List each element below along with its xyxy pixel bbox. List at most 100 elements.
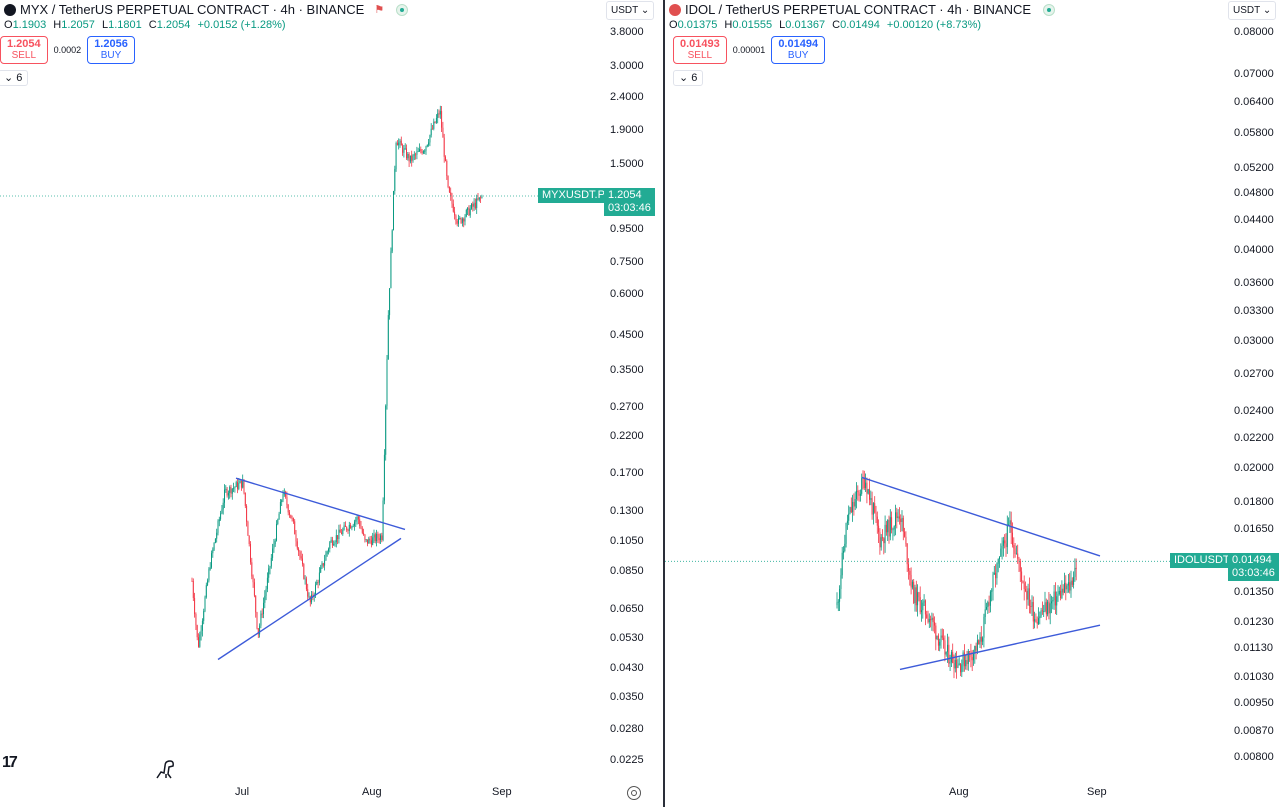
price-tick-label: 0.01650 xyxy=(1234,523,1274,536)
candle-body xyxy=(974,645,976,653)
tradingview-logo[interactable]: 17 xyxy=(2,754,18,771)
time-tick-label: Sep xyxy=(1087,786,1107,798)
currency-select[interactable]: USDT ⌄ xyxy=(1228,1,1277,20)
candle-body xyxy=(1023,583,1025,590)
candle-body xyxy=(195,614,197,626)
candle-body xyxy=(1060,590,1062,599)
candle-body xyxy=(246,505,248,522)
candle-body xyxy=(209,567,211,570)
candle-body xyxy=(383,454,385,501)
candle-body xyxy=(966,660,968,665)
candle-body xyxy=(285,491,287,497)
candle-body xyxy=(264,595,266,603)
candle-body xyxy=(290,514,292,519)
candle-body xyxy=(1047,601,1049,615)
candle-body xyxy=(1053,591,1055,601)
candle-body xyxy=(221,509,223,514)
indicators-toggle[interactable]: ⌄ 6 xyxy=(0,70,29,86)
candle-body xyxy=(217,521,219,533)
candle-body xyxy=(1035,619,1037,623)
candle-body xyxy=(1062,588,1064,593)
trade-buttons: 1.2054 SELL 0.0002 1.2056 BUY xyxy=(0,36,135,64)
candle-body xyxy=(978,640,980,645)
candle-body xyxy=(856,490,857,500)
candle-body xyxy=(276,523,277,541)
candle-body xyxy=(941,635,943,638)
candle-body xyxy=(374,534,376,542)
candle-body xyxy=(892,529,894,531)
candle-body xyxy=(949,662,951,664)
candle-body xyxy=(251,562,253,577)
buy-button[interactable]: 1.2056 BUY xyxy=(87,36,135,64)
candle-body xyxy=(357,516,359,520)
candle-body xyxy=(1028,588,1030,606)
candle-body xyxy=(872,503,874,515)
candle-body xyxy=(309,596,311,603)
price-tick-label: 0.02200 xyxy=(1234,432,1274,445)
candle-body xyxy=(850,507,852,513)
candle-body xyxy=(866,482,868,494)
candle-body xyxy=(287,504,289,513)
candle-body xyxy=(870,498,872,500)
myx-chart-canvas[interactable] xyxy=(0,0,663,807)
last-price-tag: 0.01494 03:03:46 xyxy=(1228,553,1279,582)
candle-body xyxy=(1015,553,1017,555)
candle-body xyxy=(927,618,929,623)
candle-body xyxy=(421,151,423,154)
candle-body xyxy=(304,578,306,580)
candle-body xyxy=(430,128,432,136)
market-status-icon[interactable] xyxy=(396,3,409,16)
candle-body xyxy=(207,580,209,586)
candle-body xyxy=(413,154,415,156)
settings-gear-icon[interactable] xyxy=(627,786,641,800)
price-tick-label: 0.4500 xyxy=(610,328,644,341)
candle-body xyxy=(225,488,227,490)
candle-body xyxy=(986,607,987,610)
candle-body xyxy=(266,577,268,589)
candle-body xyxy=(303,564,305,579)
indicators-toggle[interactable]: ⌄ 6 xyxy=(673,70,704,86)
candle-body xyxy=(346,526,348,531)
candle-body xyxy=(463,218,465,222)
currency-select[interactable]: USDT ⌄ xyxy=(606,1,655,20)
flag-icon[interactable]: ⚑ xyxy=(374,4,385,16)
candle-body xyxy=(932,617,934,623)
candle-body xyxy=(960,663,961,673)
candle-body xyxy=(233,487,235,489)
buy-button[interactable]: 0.01494 BUY xyxy=(771,36,826,64)
sell-button[interactable]: 0.01493 SELL xyxy=(673,36,727,64)
candle-body xyxy=(1067,582,1069,586)
market-status-icon[interactable] xyxy=(1043,3,1056,16)
sell-label: SELL xyxy=(11,50,37,61)
candle-body xyxy=(437,113,439,118)
dino-icon[interactable] xyxy=(155,758,177,780)
chart-pane-myx[interactable]: MYX / TetherUS PERPETUAL CONTRACT · 4h ·… xyxy=(0,0,665,807)
candle-body xyxy=(865,482,867,489)
candle-body xyxy=(196,625,198,638)
candle-body xyxy=(300,556,302,559)
candle-body xyxy=(910,574,912,588)
sell-button[interactable]: 1.2054 SELL xyxy=(0,36,48,64)
candle-body xyxy=(1036,622,1038,624)
chart-pane-idol[interactable]: IDOL / TetherUS PERPETUAL CONTRACT · 4h … xyxy=(665,0,1280,807)
price-tick-label: 0.1700 xyxy=(610,466,644,479)
symbol-title[interactable]: IDOL / TetherUS PERPETUAL CONTRACT · 4h … xyxy=(669,2,1056,17)
price-tick-label: 0.01350 xyxy=(1234,586,1274,599)
candle-body xyxy=(891,517,893,531)
candle-body xyxy=(1014,548,1016,554)
candle-body xyxy=(1000,548,1002,557)
idol-chart-canvas[interactable] xyxy=(665,0,1280,807)
candle-body xyxy=(455,215,457,221)
candle-body xyxy=(338,529,340,539)
trade-buttons: 0.01493 SELL 0.00001 0.01494 BUY xyxy=(673,36,826,64)
candle-body xyxy=(987,602,989,608)
candle-body xyxy=(322,563,324,566)
candle-body xyxy=(996,563,998,579)
price-tick-label: 1.9000 xyxy=(610,124,644,137)
candle-body xyxy=(318,572,320,583)
candle-body xyxy=(963,652,965,667)
candle-body xyxy=(915,587,917,606)
symbol-title[interactable]: MYX / TetherUS PERPETUAL CONTRACT · 4h ·… xyxy=(4,2,409,17)
candle-body xyxy=(351,526,353,529)
candle-body xyxy=(407,154,409,159)
